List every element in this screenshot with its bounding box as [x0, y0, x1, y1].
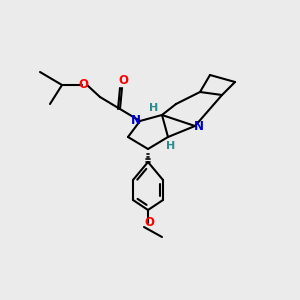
Text: O: O [118, 74, 128, 88]
Text: H: H [149, 103, 159, 113]
Text: O: O [144, 217, 154, 230]
Text: O: O [78, 77, 88, 91]
Text: N: N [194, 121, 204, 134]
Text: H: H [167, 141, 176, 151]
Text: N: N [131, 115, 141, 128]
